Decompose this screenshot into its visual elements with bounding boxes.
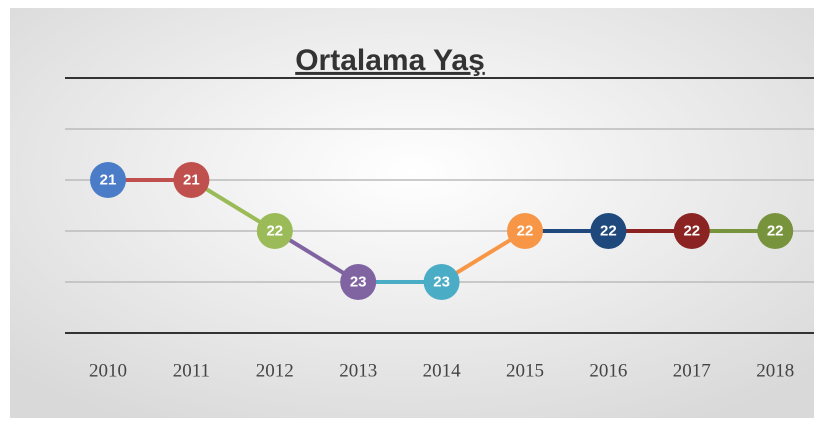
x-tick-label: 2011 xyxy=(173,360,210,381)
chart-title: Ortalama Yaş xyxy=(295,44,485,77)
marker xyxy=(423,264,460,300)
data-label: 23 xyxy=(433,274,450,291)
marker xyxy=(757,213,794,249)
x-tick-label: 2012 xyxy=(256,360,294,381)
marker xyxy=(173,162,210,198)
marker xyxy=(507,213,543,249)
data-label: 23 xyxy=(350,274,367,291)
x-tick-label: 2013 xyxy=(339,360,377,381)
background xyxy=(10,8,814,418)
x-tick-label: 2010 xyxy=(89,360,127,381)
data-label: 22 xyxy=(266,223,283,240)
marker xyxy=(256,213,293,249)
data-label: 21 xyxy=(183,172,200,189)
x-tick-label: 2014 xyxy=(423,360,462,381)
data-label: 22 xyxy=(767,223,784,240)
data-label: 22 xyxy=(517,223,534,240)
marker xyxy=(673,213,710,249)
marker xyxy=(90,162,126,198)
data-label: 22 xyxy=(683,223,700,240)
x-tick-label: 2018 xyxy=(756,360,794,381)
x-tick-label: 2016 xyxy=(589,360,627,381)
marker xyxy=(590,213,627,249)
marker xyxy=(340,264,377,300)
x-tick-label: 2015 xyxy=(506,360,544,381)
data-label: 21 xyxy=(100,172,117,189)
x-tick-label: 2017 xyxy=(673,360,711,381)
data-label: 22 xyxy=(600,223,617,240)
